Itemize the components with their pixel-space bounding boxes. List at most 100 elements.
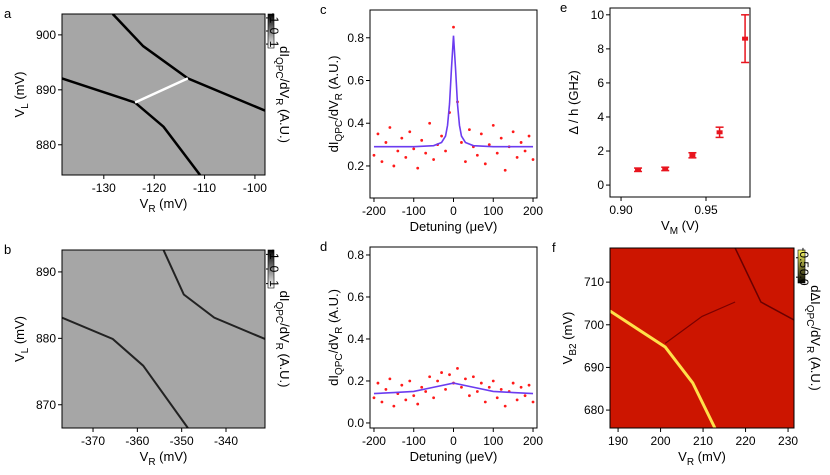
y-tick-label: 0.6 <box>347 74 364 88</box>
fit-line <box>373 35 534 148</box>
x-tick-label: 100 <box>483 434 503 448</box>
x-tick-label: 200 <box>523 204 543 218</box>
data-point <box>384 387 388 391</box>
colorbar-tick-label: -0.5 <box>797 247 811 268</box>
colorbar-label-part: (A.U.) <box>808 353 823 391</box>
y-axis-label-part: dI <box>326 142 341 153</box>
transition-line <box>134 77 189 104</box>
data-point <box>416 166 420 170</box>
data-point <box>475 153 479 157</box>
y-axis-label-part: /dV <box>326 100 341 120</box>
data-point <box>460 385 463 389</box>
y-tick-label: 2 <box>597 144 604 158</box>
x-axis-label-part: R <box>148 204 155 215</box>
y-tick-label: 890 <box>36 83 56 97</box>
data-point <box>689 153 696 158</box>
data-point <box>376 381 380 385</box>
axes-frame <box>61 249 266 429</box>
transition-line <box>664 301 736 344</box>
x-tick-label: 0.95 <box>694 203 718 217</box>
data-point <box>456 366 459 370</box>
colorbar-label-part: QPC <box>273 57 284 79</box>
plot-area <box>610 248 794 428</box>
data-point <box>424 390 428 393</box>
y-tick-label: 700 <box>584 318 604 332</box>
x-tick-label: -340 <box>214 434 238 448</box>
data-point <box>424 151 428 155</box>
data-point <box>440 134 443 138</box>
y-tick-label: 8 <box>597 42 604 56</box>
y-axis-label: dIQPC/dVR (A.U.) <box>326 289 345 386</box>
x-tick-label: 190 <box>608 434 628 448</box>
x-tick-label: -100 <box>402 434 426 448</box>
data-point <box>495 396 499 400</box>
x-axis-label-part: V <box>140 196 149 211</box>
data-point <box>503 168 507 172</box>
data-point <box>495 151 499 155</box>
colorbar-label-part: /dV <box>808 326 823 346</box>
panel-label: a <box>4 6 12 21</box>
data-point <box>404 398 408 402</box>
colorbar-tick-label: 1 <box>267 280 281 287</box>
transition-line <box>610 309 717 428</box>
transition-line <box>62 77 202 175</box>
x-tick-label: 200 <box>651 434 671 448</box>
x-tick-label: -360 <box>125 434 149 448</box>
data-point <box>436 379 439 383</box>
data-point <box>479 132 483 136</box>
data-point <box>404 156 408 159</box>
x-tick-label: -200 <box>362 204 386 218</box>
data-point <box>511 381 515 385</box>
data-point <box>662 166 669 171</box>
transition-line <box>734 248 794 321</box>
axes-frame <box>61 13 266 176</box>
y-axis-label: Δ / h (GHz) <box>566 70 581 134</box>
x-axis-label-part: (mV) <box>156 196 188 211</box>
colorbar-label: dIQPC/dVR (A.U.) <box>273 291 292 388</box>
y-axis-label-part: Δ / h (GHz) <box>566 70 581 134</box>
colorbar-label-part: /dV <box>277 323 292 343</box>
data-point <box>420 138 424 142</box>
data-point <box>499 387 503 391</box>
y-axis-label-part: V <box>560 355 575 364</box>
colorbar-label-part: QPC <box>273 301 284 323</box>
data-point <box>440 371 443 374</box>
data-point <box>499 136 503 140</box>
data-point <box>742 36 749 41</box>
data-point <box>452 25 455 29</box>
colorbar-label-part: R <box>273 98 284 105</box>
y-tick-label: 0.0 <box>347 416 364 430</box>
data-point <box>388 126 392 129</box>
data-point <box>464 160 467 164</box>
data-point <box>392 404 396 408</box>
x-tick-label: -200 <box>362 434 386 448</box>
y-axis-label-part: V <box>12 109 27 118</box>
colorbar-label: dIQPC/dVR (A.U.) <box>273 46 292 143</box>
y-axis-label-part: B2 <box>568 343 579 356</box>
colorbar-label-part: dΔI <box>808 285 823 305</box>
data-point <box>444 149 447 153</box>
y-tick-label: 0.4 <box>347 332 364 346</box>
x-tick-label: -370 <box>81 434 105 448</box>
data-point <box>432 396 436 400</box>
x-tick-label: -120 <box>142 181 166 195</box>
data-point <box>408 130 412 134</box>
y-tick-label: 870 <box>36 398 56 412</box>
y-axis-label-part: QPC <box>334 120 345 142</box>
x-axis-label-part: Detuning (μeV) <box>410 219 498 234</box>
panel-label: b <box>4 242 11 257</box>
y-tick-label: 0.8 <box>347 31 364 45</box>
y-axis-label: VL (mV) <box>12 316 31 362</box>
data-point <box>471 375 475 379</box>
x-axis-label-part: (mV) <box>694 449 726 464</box>
plot-area <box>62 250 265 428</box>
axes-frame <box>369 246 538 429</box>
panel-label: d <box>320 239 327 254</box>
colorbar-label-part: QPC <box>804 305 815 327</box>
data-point <box>412 147 416 151</box>
y-axis-label-part: R <box>334 93 345 100</box>
data-point <box>428 375 432 379</box>
x-axis-label: Detuning (μeV) <box>410 219 498 234</box>
data-point <box>531 158 535 161</box>
